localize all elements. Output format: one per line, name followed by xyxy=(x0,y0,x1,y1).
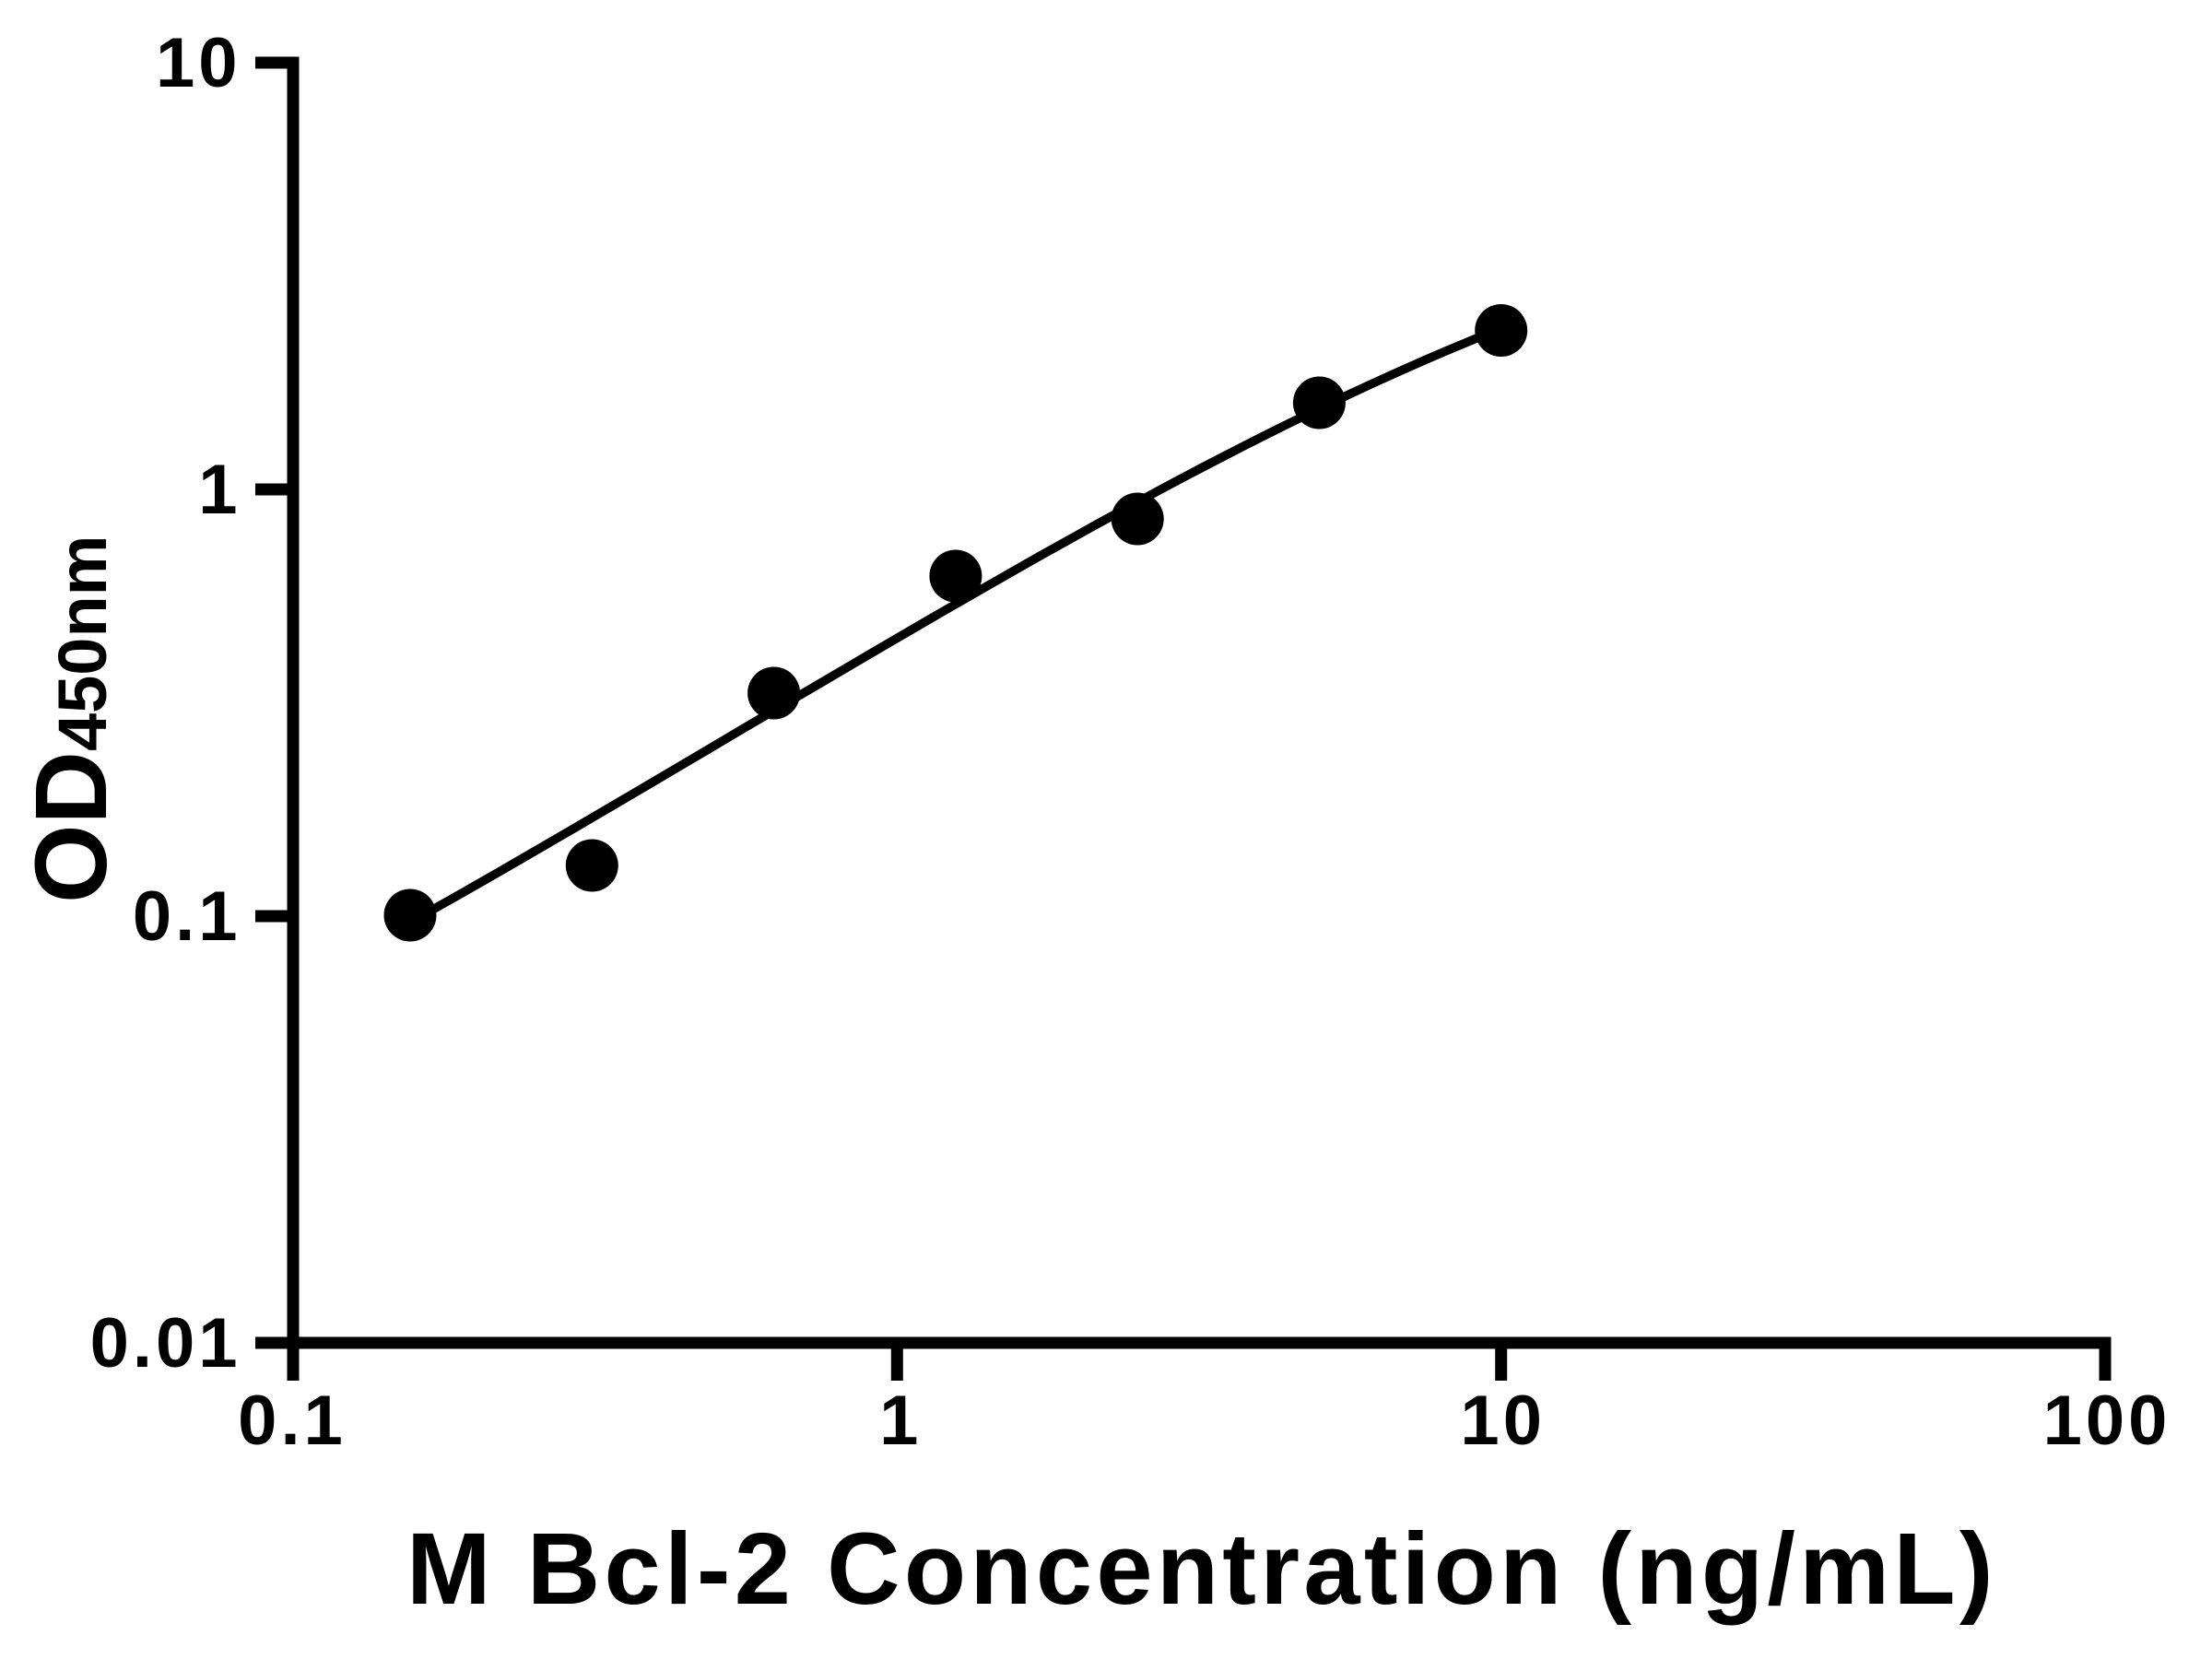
svg-text:10: 10 xyxy=(1460,1382,1546,1460)
svg-text:0.1: 0.1 xyxy=(238,1382,347,1460)
svg-text:10: 10 xyxy=(156,24,241,102)
svg-text:M Bcl-2 Concentration (ng/mL): M Bcl-2 Concentration (ng/mL) xyxy=(406,1512,1997,1626)
svg-text:0.1: 0.1 xyxy=(133,877,241,956)
svg-text:1: 1 xyxy=(198,451,241,529)
svg-text:1: 1 xyxy=(879,1382,922,1460)
svg-text:100: 100 xyxy=(2043,1382,2171,1460)
svg-text:0.01: 0.01 xyxy=(90,1304,241,1382)
